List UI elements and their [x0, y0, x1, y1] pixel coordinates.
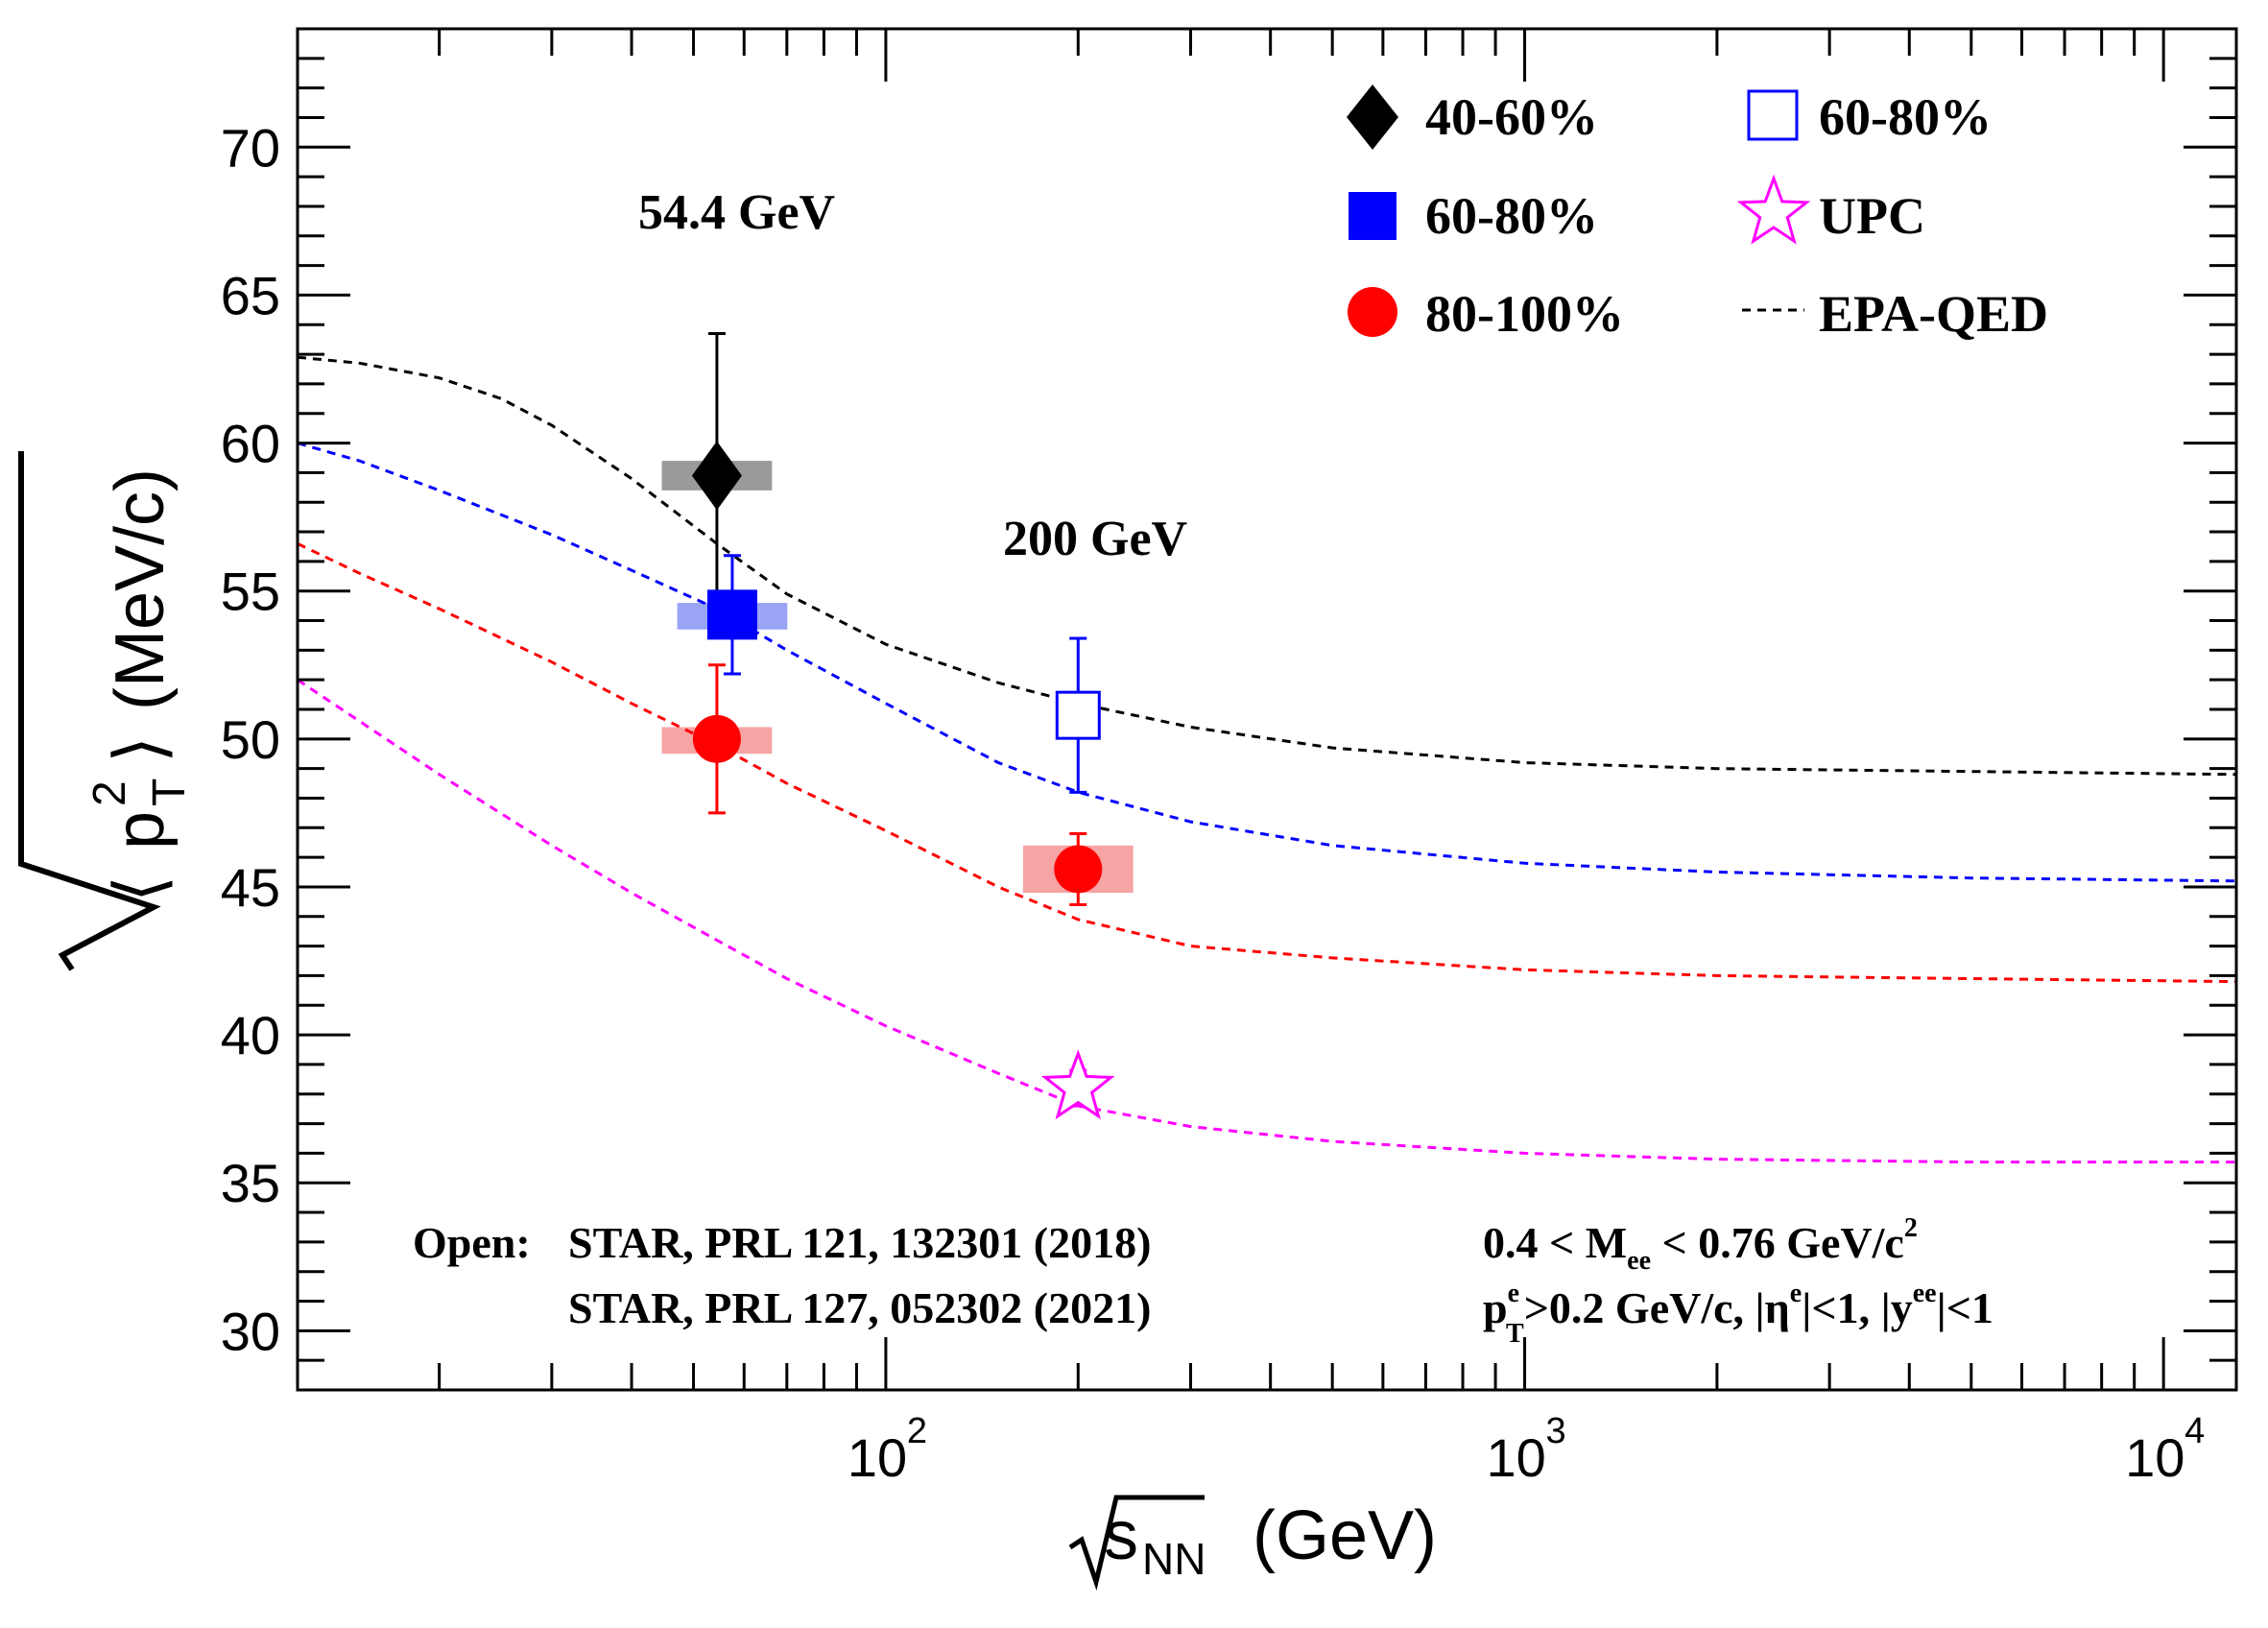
legend-marker-star-open	[1736, 174, 1811, 245]
references: Open: STAR, PRL 121, 132301 (2018) STAR,…	[413, 1218, 1151, 1332]
data-point-square	[706, 589, 757, 640]
cuts-kin-p-sub: T	[1506, 1319, 1524, 1349]
cuts-kin-3: |<1	[1937, 1283, 1993, 1332]
cuts-kin-p: p	[1483, 1283, 1508, 1332]
cuts-kin-1: >0.2 GeV/c, |η	[1524, 1283, 1790, 1332]
references-line1: STAR, PRL 121, 132301 (2018)	[568, 1218, 1151, 1267]
energy-label-200: 200 GeV	[1003, 512, 1187, 566]
legend-label-epa-qed: EPA-QED	[1819, 285, 2048, 343]
cuts-mass-sup: 2	[1904, 1213, 1918, 1243]
y-tick-label: 70	[221, 117, 280, 178]
data-point-circle	[1054, 845, 1103, 894]
references-line2: STAR, PRL 127, 052302 (2021)	[568, 1283, 1151, 1332]
x-tick-label-exp: 3	[1546, 1411, 1566, 1451]
cuts-mass-post: < 0.76 GeV/c	[1651, 1218, 1904, 1267]
legend-marker-square-open	[1747, 89, 1799, 141]
cuts-kin-y-sup: ee	[1913, 1279, 1937, 1308]
y-tick-label: 65	[221, 265, 280, 325]
legend-label-60-80-open: 60-80%	[1819, 88, 1992, 146]
energy-label-54: 54.4 GeV	[638, 185, 835, 240]
x-tick-label: 10	[1487, 1427, 1546, 1488]
cuts-kin-eta-sup: e	[1790, 1279, 1802, 1308]
model-curve	[297, 678, 2236, 1164]
x-tick-label-exp: 2	[907, 1411, 927, 1451]
y-tick-label: 30	[221, 1301, 280, 1361]
legend-label-40-60: 40-60%	[1425, 88, 1598, 146]
y-tick-label: 50	[221, 709, 280, 770]
kinematic-cuts: 0.4 < Mee < 0.76 GeV/c2 pe T>0.2 GeV/c, |…	[1483, 1213, 1993, 1349]
legend-label-upc: UPC	[1819, 187, 1925, 245]
x-tick-label: 10	[2125, 1427, 2184, 1488]
cuts-mass-pre: 0.4 < M	[1483, 1218, 1627, 1267]
data-point-star	[1040, 1049, 1115, 1120]
cuts-mass-sub: ee	[1627, 1246, 1651, 1276]
legend-marker-diamond-filled	[1347, 84, 1398, 150]
x-axis-sqrt-sign	[1068, 1495, 1205, 1591]
x-axis-unit: (GeV)	[1253, 1497, 1437, 1574]
cuts-kin: pe T>0.2 GeV/c, |ηe|<1, |yee|<1	[1483, 1279, 1993, 1349]
data-point-circle	[692, 714, 741, 763]
legend: 40-60% 60-80% 60-80% UPC 80-100% EPA-QED	[1347, 84, 2048, 343]
cuts-mass: 0.4 < Mee < 0.76 GeV/c2	[1483, 1213, 1918, 1276]
y-axis-sup: 2	[84, 780, 135, 806]
cuts-kin-2: |<1, |y	[1802, 1283, 1912, 1332]
model-curve	[297, 542, 2237, 984]
cuts-kin-p-sup: e	[1508, 1279, 1519, 1308]
model-curve	[297, 442, 2237, 883]
plot-layer	[297, 332, 2237, 1164]
y-axis-p: p	[102, 811, 179, 850]
x-axis-sub: NN	[1142, 1534, 1206, 1584]
data-point-diamond	[691, 441, 742, 511]
y-tick-label: 60	[221, 414, 280, 474]
data-point-square-open	[1055, 690, 1101, 740]
y-axis-bracket-left: ⟨	[102, 875, 179, 902]
y-axis-bracket-right: ⟩	[102, 736, 179, 763]
y-tick-label: 55	[221, 562, 280, 622]
references-prefix: Open:	[413, 1218, 531, 1267]
model-curve	[297, 355, 2237, 777]
legend-marker-circle-filled	[1348, 287, 1397, 337]
y-axis-unit: (MeV/c)	[102, 468, 179, 710]
x-axis-s: s	[1104, 1497, 1138, 1574]
x-tick-label: 10	[848, 1427, 907, 1488]
x-axis-title: s NN (GeV)	[1068, 1495, 1437, 1591]
legend-label-60-80-filled: 60-80%	[1425, 187, 1598, 245]
y-axis-sqrt-sign	[18, 451, 161, 971]
y-tick-label: 45	[221, 857, 280, 918]
legend-marker-square-filled	[1349, 192, 1397, 240]
y-tick-label: 35	[221, 1153, 280, 1213]
y-tick-label: 40	[221, 1005, 280, 1065]
x-tick-label-exp: 4	[2184, 1411, 2205, 1451]
y-axis-title: ⟨ p 2 T ⟩ (MeV/c)	[18, 451, 195, 971]
y-axis-sub: T	[144, 778, 195, 806]
legend-label-80-100: 80-100%	[1425, 285, 1624, 343]
plot-frame	[296, 27, 2238, 1392]
